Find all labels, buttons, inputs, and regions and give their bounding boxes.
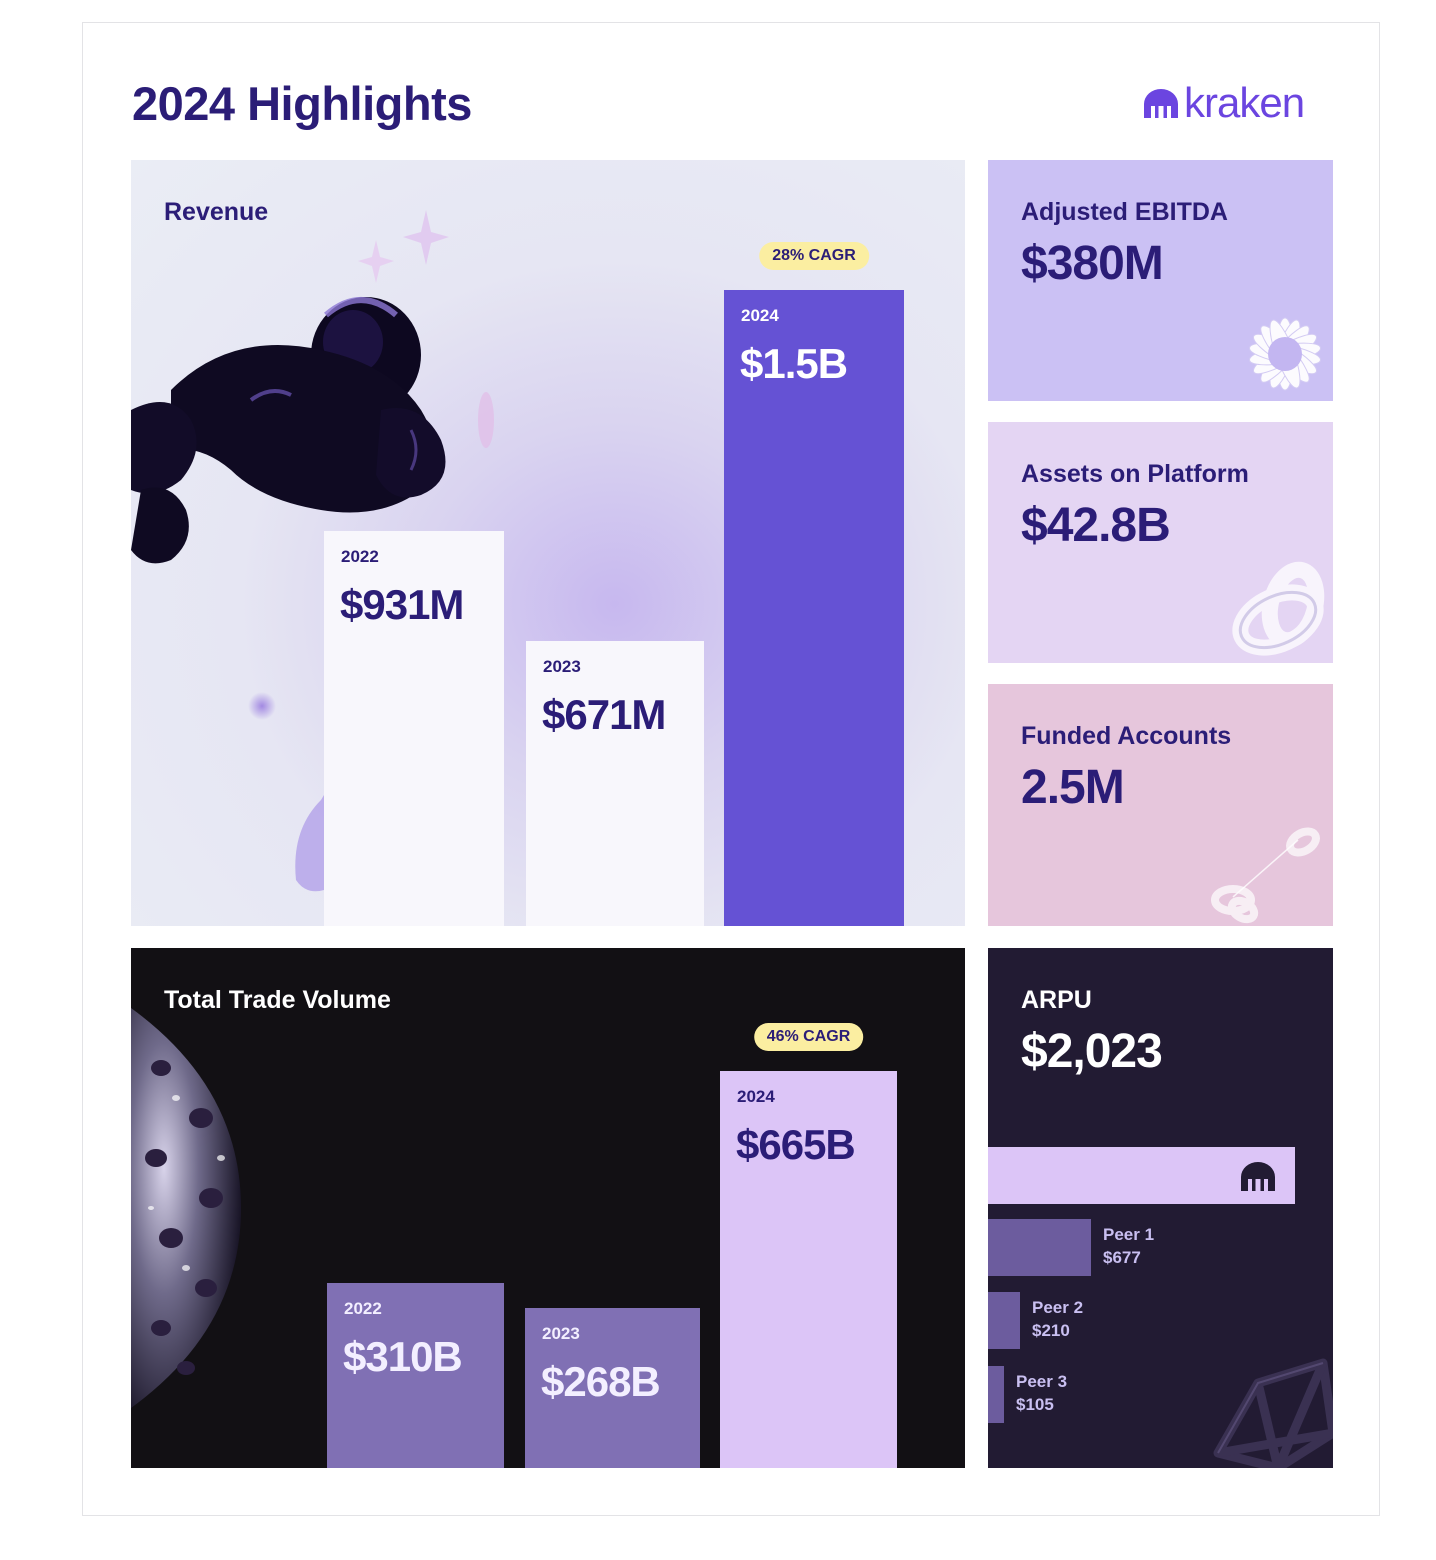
trade-volume-bar-2023-value: $268B bbox=[541, 1358, 661, 1405]
arpu-peer-3-name: Peer 3 bbox=[1016, 1372, 1068, 1391]
arpu-peer-2-label: Peer 2 $210 bbox=[1032, 1296, 1083, 1342]
revenue-bar-2023-year: 2023 bbox=[543, 657, 581, 676]
logo-wordmark: kraken bbox=[1184, 79, 1305, 126]
revenue-bar-2022-year: 2022 bbox=[341, 547, 379, 566]
arpu-peer-1-name: Peer 1 bbox=[1103, 1225, 1155, 1244]
trade-volume-chart: Total Trade Volume 2022 $310B 2023 $268B… bbox=[131, 948, 965, 1468]
astronaut-illustration bbox=[131, 210, 494, 892]
funded-accounts-label: Funded Accounts bbox=[1021, 722, 1232, 750]
adjusted-ebitda-label: Adjusted EBITDA bbox=[1021, 198, 1228, 226]
revenue-bar-2024-value: $1.5B bbox=[740, 340, 848, 387]
trade-volume-bar-2022: 2022 $310B bbox=[327, 1283, 504, 1468]
trade-volume-bar-2022-value: $310B bbox=[343, 1333, 463, 1380]
trade-volume-title: Total Trade Volume bbox=[164, 986, 391, 1014]
adjusted-ebitda-card: Adjusted EBITDA $380M bbox=[988, 160, 1333, 401]
arpu-value: $2,023 bbox=[1021, 1025, 1163, 1078]
trade-volume-bar-2024-value: $665B bbox=[736, 1121, 856, 1168]
trade-volume-bar-2023-year: 2023 bbox=[542, 1324, 580, 1343]
flower-decoration-icon bbox=[1249, 317, 1321, 391]
kraken-logo: kraken bbox=[1142, 80, 1334, 126]
page-title: 2024 Highlights bbox=[132, 77, 472, 130]
revenue-bar-2022-value: $931M bbox=[340, 581, 464, 628]
revenue-bar-2022: 2022 $931M bbox=[324, 531, 504, 926]
arpu-peer-1-label: Peer 1 $677 bbox=[1103, 1223, 1154, 1269]
arpu-title: ARPU bbox=[1021, 986, 1092, 1014]
adjusted-ebitda-value: $380M bbox=[1021, 237, 1164, 290]
trade-volume-bar-2024: 2024 $665B bbox=[720, 1071, 897, 1468]
revenue-chart: Revenue 2022 $931M 2023 $671M 2024 $1.5B… bbox=[131, 160, 965, 926]
chrome-sphere-illustration bbox=[131, 1008, 241, 1408]
arpu-bar-kraken bbox=[988, 1147, 1295, 1204]
revenue-title: Revenue bbox=[164, 198, 269, 226]
revenue-bar-2024-year: 2024 bbox=[741, 306, 779, 325]
revenue-bar-2023-value: $671M bbox=[542, 691, 666, 738]
arpu-peer-3-label: Peer 3 $105 bbox=[1016, 1370, 1067, 1416]
revenue-bar-2024: 2024 $1.5B bbox=[724, 290, 904, 926]
arpu-peer-2-value: $210 bbox=[1032, 1321, 1070, 1340]
assets-on-platform-label: Assets on Platform bbox=[1021, 460, 1249, 488]
kraken-logo-icon bbox=[1241, 1162, 1275, 1191]
assets-on-platform-card: Assets on Platform $42.8B bbox=[988, 422, 1333, 663]
assets-on-platform-value: $42.8B bbox=[1021, 499, 1171, 552]
revenue-bar-2023: 2023 $671M bbox=[526, 641, 704, 926]
trade-volume-cagr-badge: 46% CAGR bbox=[753, 1023, 864, 1051]
arpu-peer-2-name: Peer 2 bbox=[1032, 1298, 1084, 1317]
trade-volume-bar-2022-year: 2022 bbox=[344, 1299, 382, 1318]
kraken-logo-icon bbox=[1144, 89, 1178, 118]
arpu-bar-peer-3 bbox=[988, 1366, 1004, 1423]
arpu-peer-1-value: $677 bbox=[1103, 1248, 1141, 1267]
arpu-bar-peer-1 bbox=[988, 1219, 1091, 1276]
linked-knots-decoration-icon bbox=[1211, 827, 1320, 924]
arpu-bar-peer-2 bbox=[988, 1292, 1020, 1349]
wireframe-sculpture-decoration-icon bbox=[1213, 1358, 1333, 1468]
funded-accounts-card: Funded Accounts 2.5M bbox=[988, 684, 1333, 926]
trade-volume-bar-2024-year: 2024 bbox=[737, 1087, 775, 1106]
trade-volume-bar-2023: 2023 $268B bbox=[525, 1308, 700, 1468]
arpu-chart: ARPU $2,023 Peer 1 $677 Peer 2 $210 Peer… bbox=[988, 948, 1333, 1468]
funded-accounts-value: 2.5M bbox=[1021, 761, 1125, 814]
arpu-peer-3-value: $105 bbox=[1016, 1395, 1054, 1414]
revenue-cagr-badge: 28% CAGR bbox=[759, 242, 869, 270]
glass-knot-decoration-icon bbox=[1232, 561, 1325, 656]
